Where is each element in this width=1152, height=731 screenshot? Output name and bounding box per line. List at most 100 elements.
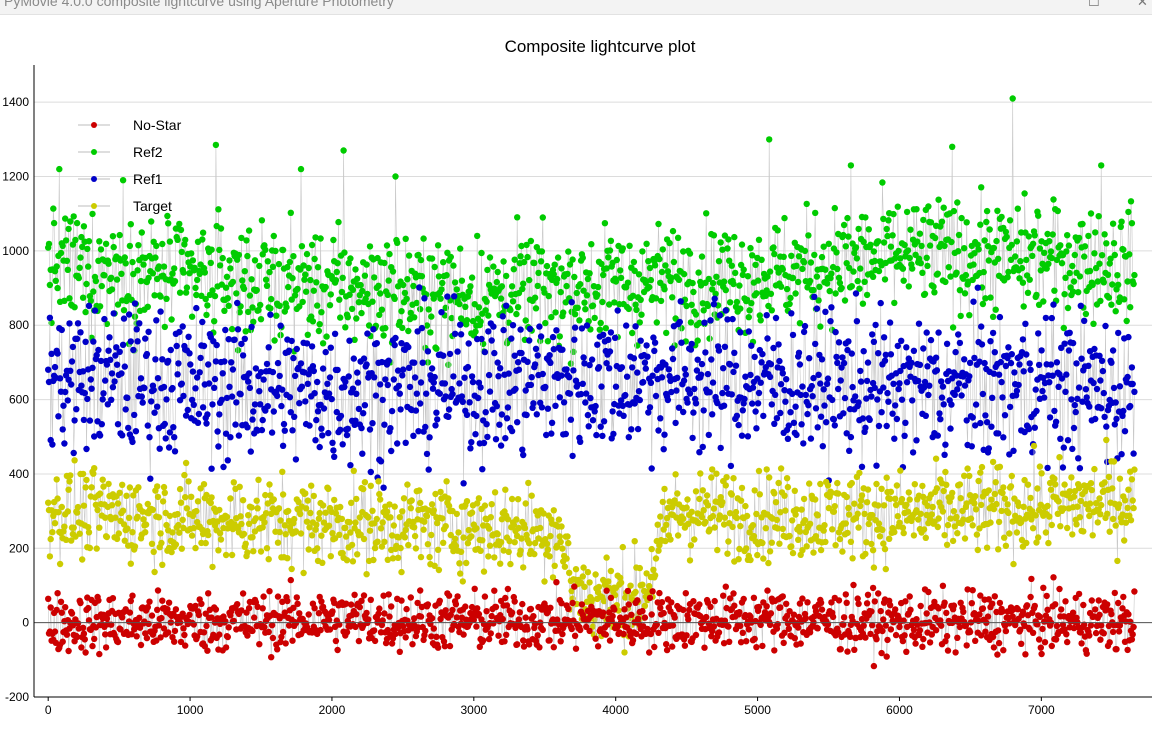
- data-point: [192, 544, 199, 552]
- data-point: [661, 286, 668, 293]
- data-point: [756, 491, 763, 498]
- data-point: [515, 524, 523, 532]
- data-point: [193, 291, 200, 299]
- data-point: [49, 441, 56, 448]
- data-point: [747, 556, 754, 564]
- data-point: [402, 439, 409, 446]
- data-point: [1105, 294, 1113, 301]
- data-point: [281, 522, 288, 529]
- data-point: [591, 408, 598, 415]
- data-point: [93, 545, 100, 552]
- data-point: [860, 622, 867, 629]
- data-point: [266, 268, 273, 276]
- data-point: [477, 547, 484, 554]
- data-point: [525, 479, 532, 487]
- data-point: [758, 256, 765, 263]
- data-point: [863, 291, 871, 299]
- data-point: [255, 306, 262, 314]
- data-point: [314, 408, 322, 415]
- data-point: [935, 329, 942, 336]
- data-point: [421, 295, 428, 302]
- data-point: [569, 256, 576, 263]
- data-point: [487, 514, 494, 521]
- data-point: [737, 497, 745, 504]
- data-point: [240, 285, 248, 292]
- data-point: [986, 226, 993, 233]
- data-point: [841, 394, 849, 402]
- data-point: [898, 337, 905, 344]
- data-point: [466, 288, 473, 295]
- data-point: [491, 554, 498, 561]
- data-point: [269, 368, 277, 376]
- data-point: [371, 274, 378, 281]
- data-point: [485, 635, 493, 643]
- data-point: [530, 613, 537, 620]
- data-point: [442, 607, 449, 614]
- data-point: [367, 596, 374, 603]
- data-point: [1057, 523, 1064, 530]
- data-point: [492, 436, 500, 443]
- data-point: [309, 318, 317, 325]
- data-point: [63, 631, 71, 638]
- data-point: [940, 487, 947, 495]
- data-point: [690, 409, 697, 416]
- data-point: [978, 323, 985, 330]
- data-point: [801, 247, 809, 255]
- data-point: [776, 357, 783, 365]
- data-point: [394, 239, 401, 246]
- data-point: [623, 373, 631, 380]
- data-point: [655, 547, 662, 554]
- data-point: [584, 568, 592, 576]
- data-point: [306, 524, 313, 531]
- data-point: [1025, 425, 1033, 433]
- data-point: [188, 532, 196, 539]
- data-point: [193, 304, 200, 312]
- data-point: [274, 392, 281, 400]
- data-point: [203, 622, 210, 630]
- data-point: [547, 359, 554, 366]
- data-point: [1101, 231, 1108, 238]
- maximize-button[interactable]: ☐: [1088, 0, 1100, 9]
- data-point: [563, 555, 570, 562]
- data-point: [400, 623, 407, 630]
- data-point: [880, 239, 888, 246]
- data-point: [1060, 444, 1068, 451]
- data-point: [740, 266, 747, 273]
- data-point: [1020, 368, 1027, 375]
- data-point: [59, 638, 66, 645]
- data-point: [835, 274, 843, 281]
- data-point: [709, 286, 716, 293]
- data-point: [791, 487, 798, 494]
- close-button[interactable]: ✕: [1137, 0, 1148, 9]
- data-point: [338, 515, 346, 523]
- data-point: [485, 328, 492, 335]
- data-point: [750, 594, 758, 601]
- data-point: [947, 273, 954, 280]
- data-point: [52, 277, 59, 284]
- data-point: [674, 532, 682, 539]
- data-point: [879, 526, 886, 534]
- data-point: [364, 290, 371, 298]
- data-point: [1048, 521, 1056, 529]
- data-point: [797, 391, 804, 399]
- data-point: [104, 401, 112, 408]
- data-point: [656, 589, 663, 597]
- data-point: [588, 241, 595, 248]
- data-point: [863, 377, 871, 385]
- data-point: [806, 520, 814, 527]
- data-point: [134, 267, 141, 274]
- data-point: [672, 471, 679, 478]
- data-point: [1048, 314, 1056, 322]
- data-point: [357, 531, 364, 538]
- data-point: [128, 631, 135, 638]
- data-point: [889, 410, 896, 417]
- data-point: [222, 284, 230, 291]
- data-point: [915, 377, 922, 385]
- data-point: [259, 416, 266, 424]
- data-point: [568, 299, 575, 306]
- data-point: [72, 236, 79, 244]
- data-point: [398, 597, 405, 604]
- data-point: [441, 380, 449, 387]
- data-point: [848, 283, 855, 290]
- data-point: [670, 258, 678, 266]
